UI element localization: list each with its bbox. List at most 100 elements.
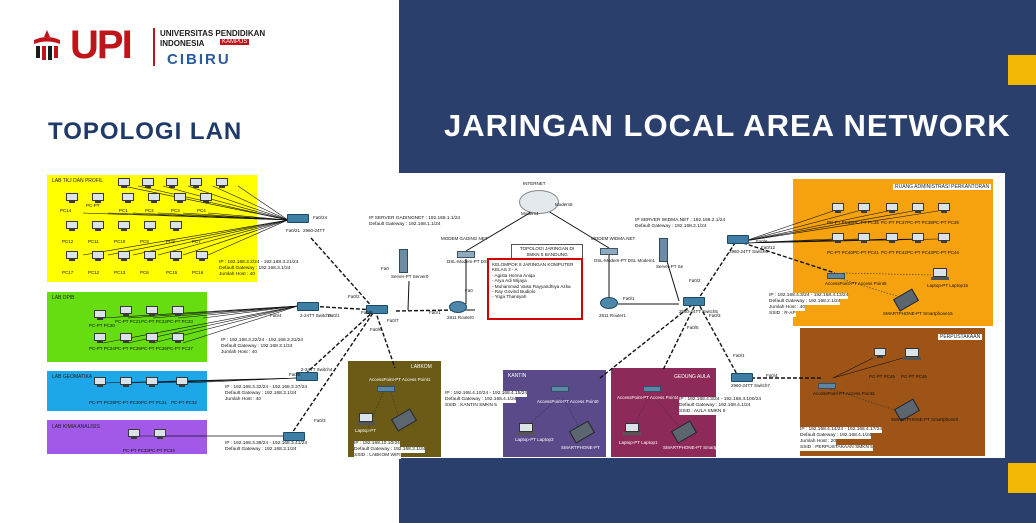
pc-icon[interactable] [911, 203, 925, 214]
pc-icon[interactable] [91, 251, 105, 262]
switch-kimia[interactable] [283, 432, 305, 441]
pc-icon[interactable] [911, 233, 925, 244]
port-label: Fa0/6 [370, 327, 382, 332]
laptop-icon[interactable] [623, 423, 641, 436]
pc-icon[interactable] [141, 178, 155, 189]
pc-label: PC-PT PC43 [907, 250, 933, 255]
pc-label: PC-PT PC31 [141, 400, 167, 405]
pc-icon[interactable] [857, 233, 871, 244]
pc-icon[interactable] [189, 178, 203, 189]
pc-icon[interactable] [65, 193, 79, 204]
pc-label: PC-PT PC33 [123, 448, 149, 453]
pc-icon[interactable] [91, 193, 105, 204]
switch-perpus[interactable] [731, 373, 753, 382]
pc-icon[interactable] [831, 203, 845, 214]
server-1[interactable] [659, 238, 668, 262]
pc-icon[interactable] [117, 251, 131, 262]
zone-title-lab-dpib: LAB DPIB [52, 295, 75, 301]
dsl-modem-1[interactable] [600, 248, 618, 255]
pc-icon[interactable] [145, 333, 159, 344]
zone-title-aula: GEDUNG AULA [674, 374, 711, 380]
kelompok-line: - Arya Adi Wijaya [492, 278, 527, 284]
pc-icon[interactable] [937, 233, 951, 244]
pc-icon[interactable] [117, 178, 131, 189]
pc-icon[interactable] [119, 306, 133, 317]
pc-icon[interactable] [145, 377, 159, 388]
server-0-label: Server-PT Server0 [391, 274, 429, 279]
pc-icon[interactable] [93, 377, 107, 388]
logo-kampus: KAMPUS [220, 39, 250, 45]
title-right: JARINGAN LOCAL AREA NETWORK [444, 108, 1011, 143]
port-label: Fa0/2 [689, 278, 701, 283]
switch-geo[interactable] [296, 372, 318, 381]
switch-tiku[interactable] [287, 214, 309, 223]
pc-icon[interactable] [873, 348, 887, 359]
laptop-icon[interactable] [517, 423, 535, 436]
access-point-labkom[interactable] [377, 386, 395, 392]
phone-perpus-label: SMARTPHONE-PT Smartphone3 [891, 417, 959, 422]
pc-icon[interactable] [831, 233, 845, 244]
router-1[interactable] [600, 297, 618, 309]
dsl-modem-0[interactable] [457, 251, 475, 258]
port-label: Fa0/1 [328, 313, 340, 318]
kelompok-line: - Agista Honna Aniqa [492, 272, 535, 278]
pc-label: PC3 [171, 208, 180, 213]
pc-icon[interactable] [153, 429, 167, 440]
pc-label: PC-PT PC38 [907, 220, 933, 225]
pc-icon[interactable] [937, 203, 951, 214]
access-point-perpus[interactable] [818, 383, 836, 389]
pc-icon[interactable] [215, 178, 229, 189]
switch-admin[interactable] [727, 235, 749, 244]
pc-icon[interactable] [93, 310, 107, 321]
port-label: Fa0/4 [766, 373, 778, 378]
pc-icon[interactable] [143, 221, 157, 232]
pc-icon[interactable] [169, 221, 183, 232]
pc-icon[interactable] [857, 203, 871, 214]
pc-icon[interactable] [885, 203, 899, 214]
access-point-admin[interactable] [827, 273, 845, 279]
upi-emblem-icon [34, 30, 60, 60]
pc-icon[interactable] [173, 193, 187, 204]
pc-label: PC10 [114, 239, 126, 244]
pc-icon[interactable] [91, 221, 105, 232]
pc-label: PC2 [145, 208, 154, 213]
server-0[interactable] [399, 249, 408, 273]
switch-dpib[interactable] [297, 302, 319, 311]
pc-icon[interactable] [117, 221, 131, 232]
switch-widma[interactable] [683, 297, 705, 306]
pc-icon[interactable] [119, 377, 133, 388]
pc-label: PC9 [140, 239, 149, 244]
pc-icon[interactable] [65, 251, 79, 262]
pc-icon[interactable] [121, 193, 135, 204]
pc-icon[interactable] [885, 233, 899, 244]
laptop-icon[interactable] [357, 413, 375, 426]
router-0[interactable] [449, 301, 467, 313]
pc-icon[interactable] [147, 193, 161, 204]
pc-icon[interactable] [93, 333, 107, 344]
pc-icon[interactable] [143, 251, 157, 262]
laptop-icon[interactable] [931, 268, 949, 281]
laptop-icon[interactable] [903, 348, 921, 361]
pc-icon[interactable] [195, 251, 209, 262]
info-admin-ip: IP : 192.168.4.3/24 - 192.168.4.13/24 [769, 293, 849, 299]
pc-icon[interactable] [165, 178, 179, 189]
pc-icon[interactable] [127, 429, 141, 440]
pc-icon[interactable] [171, 333, 185, 344]
pc-label: PC-PT PC44 [933, 250, 959, 255]
info-tiku-ip: IP : 192.168.3.2/24 - 192.168.3.21/24 [219, 260, 299, 265]
pc-icon[interactable] [119, 333, 133, 344]
info-geo-gw: Default Gateway : 192.168.3.1/24 [225, 391, 297, 396]
pc-icon[interactable] [65, 221, 79, 232]
switch-core[interactable] [366, 305, 388, 314]
pc-icon[interactable] [199, 193, 213, 204]
modem-widma-label: MODEM WIDMA.NET [591, 236, 636, 241]
switch-dpib-label: 2-24TT Switch3 [300, 313, 332, 318]
access-point-kantin[interactable] [551, 386, 569, 392]
pc-icon[interactable] [145, 306, 159, 317]
pc-label: PC-PT PC22 [141, 319, 167, 324]
pc-icon[interactable] [175, 377, 189, 388]
pc-icon[interactable] [171, 306, 185, 317]
port-label: Fa0/12 [761, 245, 776, 250]
access-point-aula[interactable] [643, 386, 661, 392]
pc-icon[interactable] [169, 251, 183, 262]
